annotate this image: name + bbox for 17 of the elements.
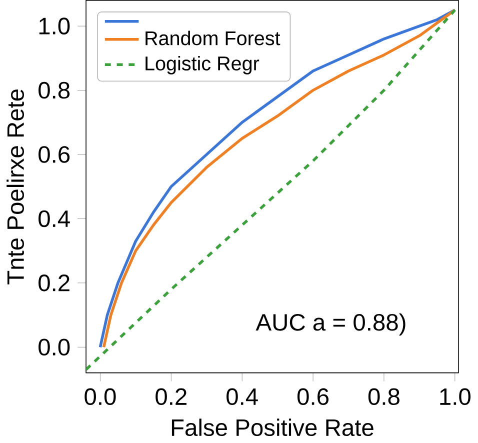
y-tick-label: 0.4 xyxy=(38,210,70,228)
legend-label: Random Forest xyxy=(146,30,280,46)
y-tick-label: 0.8 xyxy=(38,82,70,99)
x-tick-label: 0.2 xyxy=(156,388,186,406)
y-axis-title: Tnte Poelirxe Rete xyxy=(6,90,24,285)
y-tick-label: 0.2 xyxy=(38,274,70,292)
x-tick-label: 0.0 xyxy=(84,388,116,406)
annotation: AUC a = 0.88) xyxy=(256,314,406,336)
y-tick-label: 0.0 xyxy=(38,338,70,356)
x-tick-label: 0.6 xyxy=(297,388,328,406)
y-tick-label: 1.0 xyxy=(39,18,70,35)
x-axis-title: False Positive Rate xyxy=(172,418,374,436)
x-tick-label: 0.8 xyxy=(368,388,400,406)
x-tick-label: 1.0 xyxy=(440,388,470,406)
x-tick-label: 0.4 xyxy=(226,388,258,406)
legend-label: Logistic Regr xyxy=(146,56,260,75)
y-tick-label: 0.6 xyxy=(38,146,70,164)
